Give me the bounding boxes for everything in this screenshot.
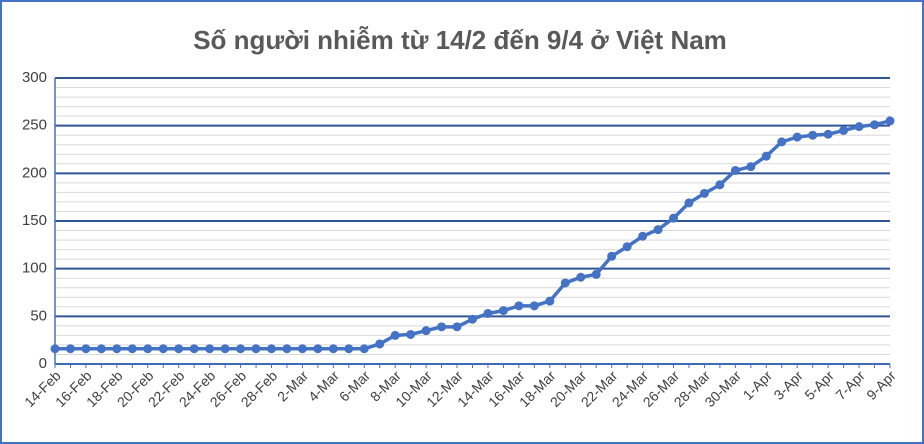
data-point — [220, 344, 230, 354]
data-point — [545, 296, 555, 306]
data-point — [328, 344, 338, 354]
data-point — [715, 180, 725, 190]
data-point — [205, 344, 215, 354]
data-point — [375, 339, 385, 349]
chart-title: Số người nhiễm từ 14/2 đến 9/4 ở Việt Na… — [193, 25, 727, 55]
y-tick-label: 100 — [22, 260, 47, 277]
data-point — [282, 344, 292, 354]
data-point — [777, 137, 787, 147]
data-point — [266, 344, 276, 354]
data-point — [823, 129, 833, 139]
data-point — [808, 130, 818, 140]
data-point — [359, 344, 369, 354]
data-point — [189, 344, 199, 354]
data-point — [390, 330, 400, 340]
data-point — [529, 301, 539, 311]
data-point — [576, 272, 586, 282]
data-point — [653, 225, 663, 235]
data-point — [452, 322, 462, 332]
data-point — [313, 344, 323, 354]
data-point — [885, 116, 895, 126]
data-point — [498, 306, 508, 316]
y-tick-label: 200 — [22, 164, 47, 181]
data-point — [514, 301, 524, 311]
data-point — [669, 213, 679, 223]
data-point — [421, 326, 431, 336]
y-tick-label: 0 — [39, 355, 47, 372]
data-point — [622, 242, 632, 252]
data-point — [684, 198, 694, 208]
data-point — [854, 122, 864, 132]
y-tick-label: 250 — [22, 117, 47, 134]
y-tick-label: 150 — [22, 212, 47, 229]
data-point — [468, 314, 477, 324]
data-point — [437, 322, 447, 332]
data-point — [699, 188, 709, 198]
data-point — [81, 344, 91, 354]
data-point — [730, 165, 740, 175]
data-point — [297, 344, 307, 354]
data-point — [158, 344, 168, 354]
data-point — [839, 125, 849, 135]
data-point — [96, 344, 106, 354]
data-point — [560, 278, 570, 288]
data-point — [607, 251, 617, 261]
data-point — [127, 344, 137, 354]
data-point — [746, 162, 756, 172]
data-point — [174, 344, 184, 354]
data-point — [792, 132, 802, 142]
y-tick-label: 300 — [22, 69, 47, 86]
y-tick-label: 50 — [30, 307, 47, 324]
data-point — [870, 120, 880, 130]
data-point — [65, 344, 75, 354]
data-point — [638, 231, 648, 241]
data-point — [761, 151, 771, 161]
data-point — [50, 344, 60, 354]
data-point — [143, 344, 153, 354]
data-point — [591, 269, 601, 279]
data-point — [406, 329, 416, 339]
data-point — [112, 344, 122, 354]
data-point — [483, 308, 493, 318]
data-point — [344, 344, 354, 354]
data-point — [251, 344, 261, 354]
data-point — [236, 344, 246, 354]
